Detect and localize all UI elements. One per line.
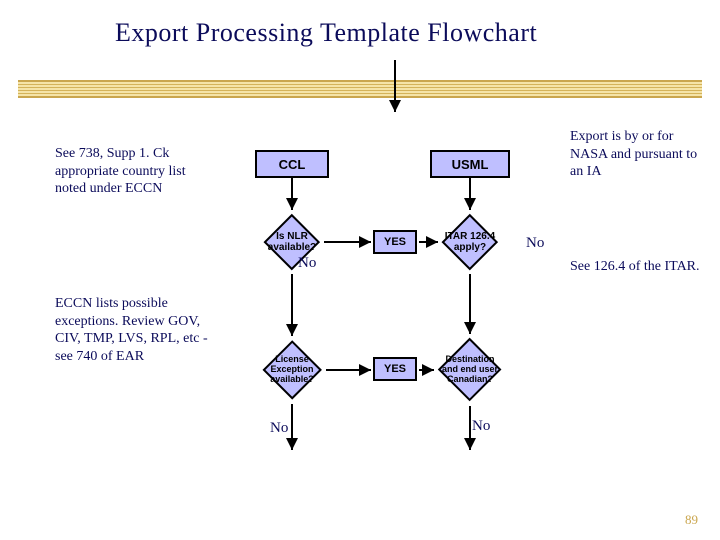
diamond-itar-label: ITAR 126.4 apply?	[442, 231, 497, 253]
flow-arrows	[0, 0, 720, 540]
diamond-dest-label: Destination and end user Canadian?	[438, 355, 501, 385]
edge-label-no-1: No	[298, 255, 316, 272]
diamond-nlr-label: Is NLR available?	[264, 231, 319, 253]
page-number: 89	[685, 512, 698, 528]
node-usml: USML	[430, 150, 510, 178]
edge-label-no-4: No	[472, 418, 490, 435]
node-yes-2: YES	[373, 357, 417, 381]
node-yes-1: YES	[373, 230, 417, 254]
diamond-itar: ITAR 126.4 apply?	[450, 222, 490, 262]
diamond-license-exception: License Exception available?	[271, 349, 313, 391]
edge-label-no-2: No	[526, 235, 544, 252]
edge-label-no-3: No	[270, 420, 288, 437]
diamond-destination: Destination and end user Canadian?	[447, 347, 492, 392]
diamond-lexc-label: License Exception available?	[262, 355, 321, 385]
node-ccl: CCL	[255, 150, 329, 178]
